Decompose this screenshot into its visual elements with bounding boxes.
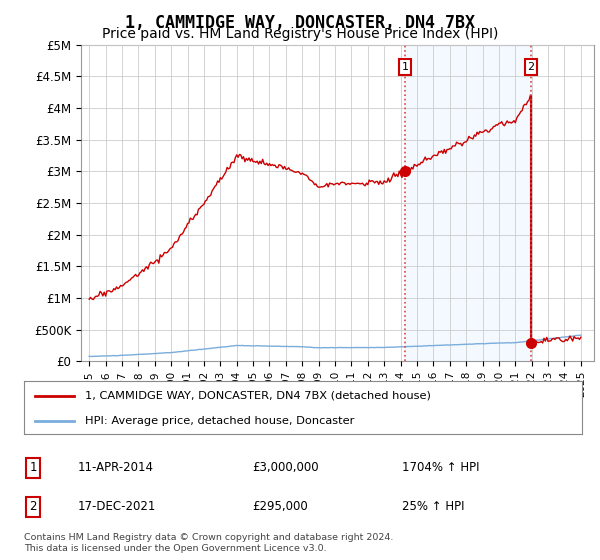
Bar xyxy=(405,45,531,361)
Text: 1: 1 xyxy=(401,62,409,72)
Text: 1, CAMMIDGE WAY, DONCASTER, DN4 7BX (detached house): 1, CAMMIDGE WAY, DONCASTER, DN4 7BX (det… xyxy=(85,391,431,401)
Text: 25% ↑ HPI: 25% ↑ HPI xyxy=(402,500,464,514)
Text: 1, CAMMIDGE WAY, DONCASTER, DN4 7BX: 1, CAMMIDGE WAY, DONCASTER, DN4 7BX xyxy=(125,14,475,32)
Text: 11-APR-2014: 11-APR-2014 xyxy=(78,461,154,474)
Text: £295,000: £295,000 xyxy=(252,500,308,514)
Text: Contains HM Land Registry data © Crown copyright and database right 2024.
This d: Contains HM Land Registry data © Crown c… xyxy=(24,533,394,553)
Text: Price paid vs. HM Land Registry's House Price Index (HPI): Price paid vs. HM Land Registry's House … xyxy=(102,27,498,41)
Text: 1: 1 xyxy=(29,461,37,474)
Text: £3,000,000: £3,000,000 xyxy=(252,461,319,474)
Text: 2: 2 xyxy=(527,62,535,72)
Text: 1704% ↑ HPI: 1704% ↑ HPI xyxy=(402,461,479,474)
Text: 17-DEC-2021: 17-DEC-2021 xyxy=(78,500,157,514)
Text: HPI: Average price, detached house, Doncaster: HPI: Average price, detached house, Donc… xyxy=(85,416,355,426)
Text: 2: 2 xyxy=(29,500,37,514)
